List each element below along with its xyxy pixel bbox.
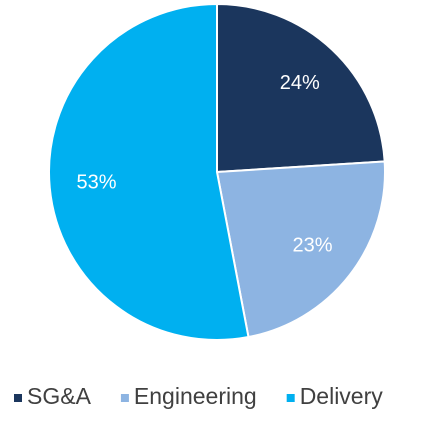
pie-slice xyxy=(216,2,386,174)
data-label: 23% xyxy=(293,234,333,256)
data-label: 53% xyxy=(77,172,117,194)
legend-label: SG&A xyxy=(27,383,92,409)
legend-label: Delivery xyxy=(300,383,384,409)
legend-marker xyxy=(14,394,22,402)
pie-slice xyxy=(48,2,250,341)
legend-marker xyxy=(286,394,295,402)
pie-slice xyxy=(215,160,386,339)
data-label: 24% xyxy=(280,72,320,94)
legend-marker xyxy=(120,394,129,402)
legend-label: Engineering xyxy=(134,383,257,409)
